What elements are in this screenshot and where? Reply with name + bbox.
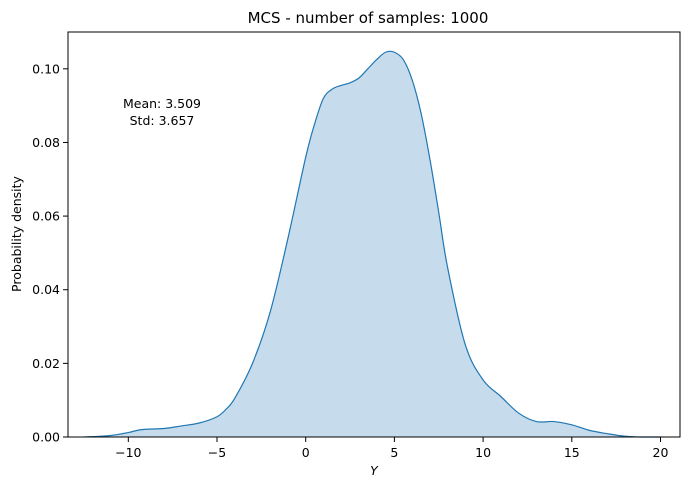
x-tick-label: 15 xyxy=(564,445,580,460)
chart-title: MCS - number of samples: 1000 xyxy=(248,9,489,27)
x-tick-label: −10 xyxy=(115,445,141,460)
std-annotation: Std: 3.657 xyxy=(130,113,195,128)
y-axis-label: Probability density xyxy=(9,175,24,291)
kde-curve-line xyxy=(83,50,661,438)
mean-annotation: Mean: 3.509 xyxy=(123,96,201,111)
kde-fill-group xyxy=(83,51,661,437)
y-tick-label: 0.02 xyxy=(32,356,60,371)
x-tick-label: 10 xyxy=(475,445,491,460)
y-tick-label: 0.00 xyxy=(32,430,60,445)
y-tick-label: 0.06 xyxy=(32,209,60,224)
x-tick-label: −5 xyxy=(208,445,226,460)
y-tick-label: 0.04 xyxy=(32,282,60,297)
x-tick-label: 20 xyxy=(653,445,669,460)
plot-frame xyxy=(67,31,681,438)
x-tick-label: 5 xyxy=(390,445,398,460)
y-axis-ticks: 0.00 0.02 0.04 0.06 0.08 0.10 xyxy=(32,61,68,445)
x-tick-label: 0 xyxy=(302,445,310,460)
x-axis-ticks: −10 −5 0 5 10 15 20 xyxy=(115,437,668,460)
x-axis-label: Y xyxy=(370,463,379,478)
y-tick-label: 0.08 xyxy=(32,135,60,150)
y-tick-label: 0.10 xyxy=(32,61,60,76)
kde-area-fill xyxy=(83,51,661,437)
kde-line-group xyxy=(83,50,661,438)
